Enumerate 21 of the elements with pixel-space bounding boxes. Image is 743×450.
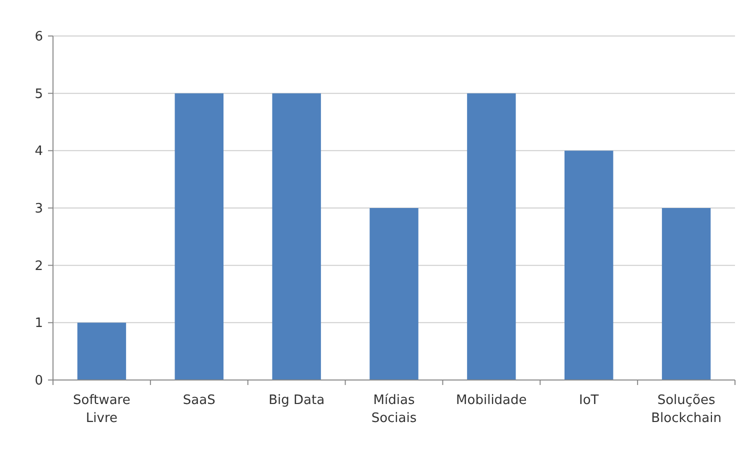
y-tick-label: 5 <box>34 86 43 102</box>
bar <box>77 322 126 380</box>
x-tick-label: Soluções Blockchain <box>651 393 722 426</box>
x-tick-label: Mobilidade <box>456 393 527 408</box>
bar <box>662 208 711 380</box>
x-tick-label: Mídias Sociais <box>371 393 417 426</box>
x-tick-label: Software Livre <box>73 393 130 426</box>
x-tick-label: Big Data <box>268 393 325 408</box>
y-tick-label: 2 <box>34 258 43 274</box>
bar <box>370 208 418 380</box>
y-tick-label: 6 <box>34 30 43 45</box>
y-tick-label: 3 <box>34 202 43 217</box>
bar <box>467 93 516 380</box>
x-tick-label: IoT <box>578 393 599 408</box>
y-tick-label: 0 <box>34 374 43 389</box>
bar <box>174 93 224 380</box>
y-tick-label: 1 <box>34 316 43 332</box>
bar <box>272 93 321 380</box>
bar <box>564 150 614 380</box>
y-tick-label: 4 <box>34 144 43 160</box>
x-tick-label: SaaS <box>182 393 216 408</box>
